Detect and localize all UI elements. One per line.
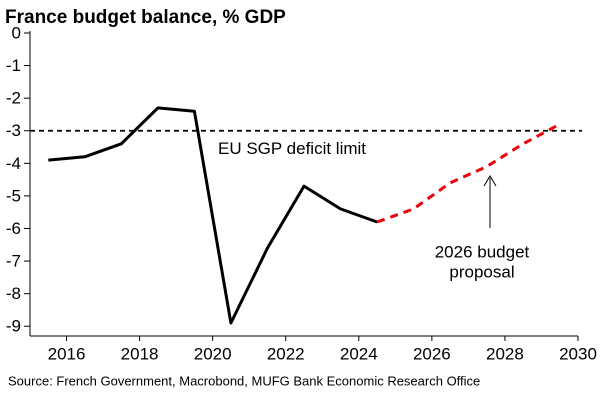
x-tick-label: 2024 [340, 344, 378, 363]
annotation-text: 2026 budget [435, 242, 530, 261]
x-tick-label: 2022 [267, 344, 305, 363]
y-tick-label: -6 [6, 219, 21, 238]
source-note: Source: French Government, Macrobond, MU… [8, 373, 480, 388]
y-tick-label: -1 [6, 56, 21, 75]
annotation-text: proposal [449, 262, 514, 281]
x-tick-label: 2018 [121, 344, 159, 363]
x-tick-label: 2020 [194, 344, 232, 363]
x-tick-label: 2026 [413, 344, 451, 363]
y-tick-label: -2 [6, 89, 21, 108]
chart-title: France budget balance, % GDP [5, 7, 286, 28]
y-tick-label: -9 [6, 317, 21, 336]
y-tick-label: -5 [6, 186, 21, 205]
y-tick-label: -8 [6, 284, 21, 303]
series-line [48, 106, 378, 325]
x-tick-label: 2028 [486, 344, 524, 363]
reference-label: EU SGP deficit limit [218, 139, 366, 158]
x-tick-label: 2016 [48, 344, 86, 363]
y-tick-label: -7 [6, 252, 21, 271]
y-tick-label: -3 [6, 121, 21, 140]
x-tick-label: 2030 [559, 344, 597, 363]
series-line [376, 122, 561, 224]
y-tick-label: -4 [6, 154, 21, 173]
y-tick-label: 0 [12, 23, 21, 42]
annotation-arrowhead [483, 175, 497, 187]
